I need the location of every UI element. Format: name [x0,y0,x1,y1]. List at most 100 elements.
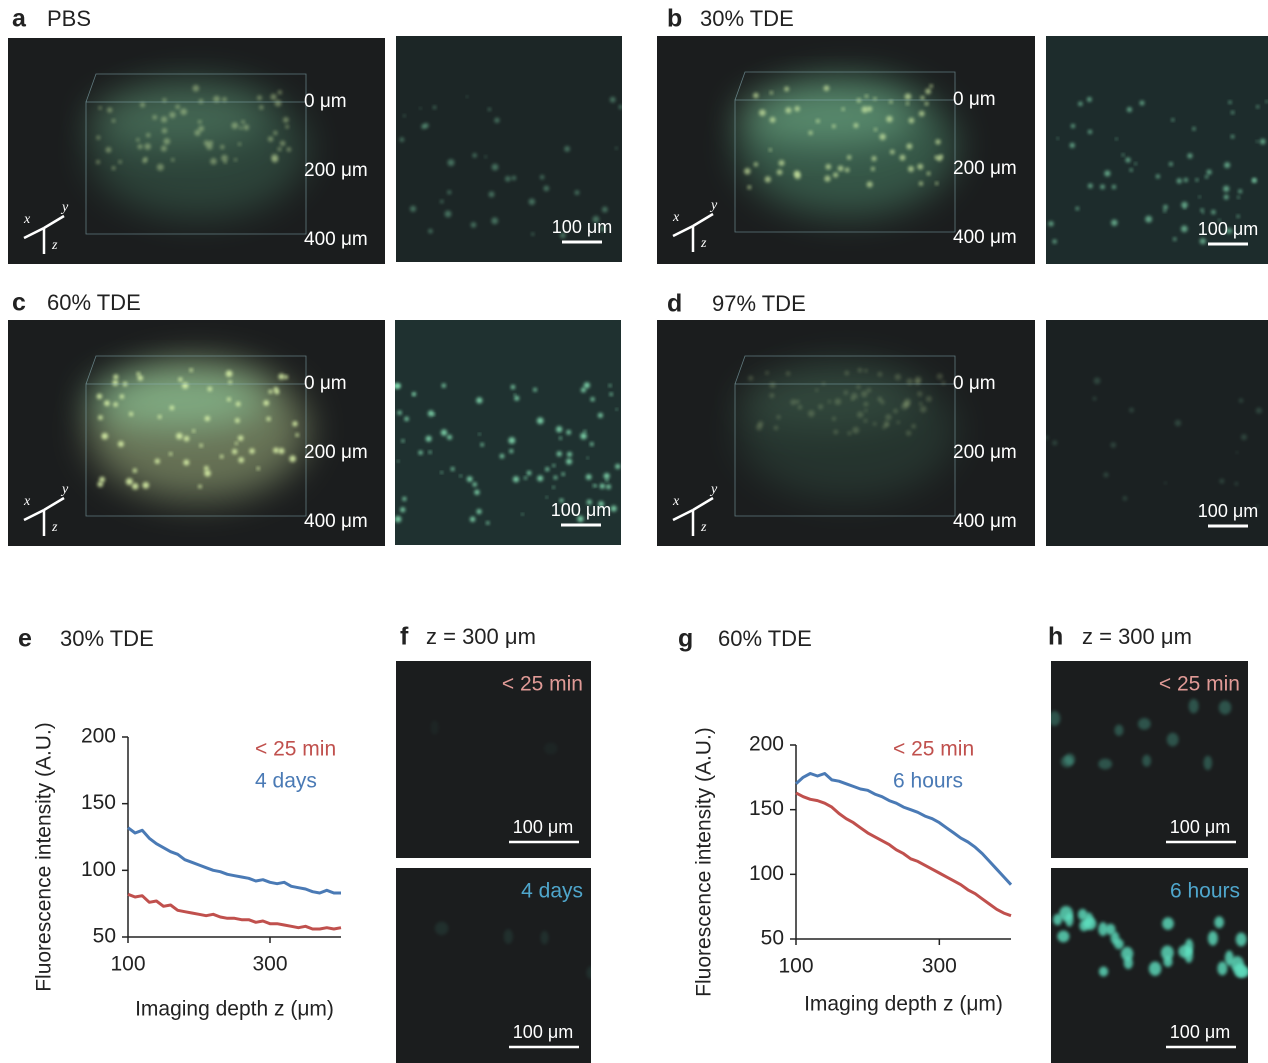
cell [860,390,868,398]
cell [785,107,792,114]
slice-tint [395,320,621,545]
cell [111,118,116,123]
cell [278,448,285,454]
cell [235,401,241,407]
cell [152,114,158,120]
cell [1171,118,1175,122]
cell [615,147,618,150]
cell [1048,221,1054,227]
axis-arrow [672,508,694,522]
cell [778,160,785,167]
cell [1142,754,1152,767]
cell [544,742,558,755]
cell [1164,481,1167,485]
cell [918,110,925,117]
cell [268,389,273,394]
cell [234,418,240,423]
cell [282,116,289,123]
cell [824,175,831,182]
cell [1160,945,1174,961]
cell [154,458,160,464]
cell [1223,194,1229,200]
scale-bar-label: 100 μm [513,1022,573,1042]
cell [131,483,139,490]
cell [1200,208,1204,212]
y-axis-label: Fluorescence intensity (A.U.) [693,727,716,997]
cell [531,232,535,236]
cell [879,133,886,141]
cell [1214,916,1225,929]
cell [1053,913,1063,926]
cell [183,435,190,442]
cell [537,475,544,482]
cell [1217,961,1228,976]
image-bg [396,36,622,262]
axis-name: y [709,198,718,213]
cell [1237,195,1240,199]
cell [566,458,573,465]
cell [1238,398,1244,403]
cell [1251,177,1257,184]
cell [925,395,932,402]
cell [564,146,570,152]
cell [267,136,274,142]
cell [270,93,277,101]
cell [117,441,124,448]
cell [1183,206,1186,209]
cell [1129,407,1134,413]
cell [920,95,925,100]
cell [744,168,751,175]
axis-name: z [700,236,707,251]
cell [1123,956,1133,970]
cell [747,185,752,190]
cell [160,145,167,152]
cell [1188,698,1199,714]
cell [209,140,214,145]
cell [273,447,279,454]
cell [409,205,417,212]
cell [866,106,873,112]
axis-arrow [672,224,694,238]
cell [395,515,402,523]
series-line [127,826,341,895]
cell [105,146,112,153]
panel-label: g [678,625,693,653]
signal-glow [737,86,917,146]
cell [101,432,109,440]
cell [618,104,622,110]
cell [586,456,589,459]
cell [914,376,922,384]
cell [1224,950,1234,966]
scale-bar-label: 100 μm [1198,501,1258,521]
cell [249,448,255,454]
cell [873,97,877,101]
axis-name: y [709,482,718,497]
cell [606,484,611,490]
slice-image: 100 μm [396,36,622,262]
cell [592,484,596,488]
depth-label: 400 μm [304,511,368,532]
cell [599,483,605,489]
cell [428,450,432,454]
cell [863,401,869,407]
cell [1145,215,1153,223]
cell [441,383,446,388]
cell [514,395,520,401]
cell [935,181,939,186]
depth-label: 0 μm [953,89,996,110]
cell [95,159,101,165]
image-bg [396,661,591,858]
axis-name: z [51,238,58,253]
cell [180,108,188,116]
axis-name: z [51,520,58,535]
cell [421,124,427,130]
cell [526,470,532,476]
cell [434,921,449,936]
x-axis-label: Imaging depth z (μm) [135,998,334,1021]
cell [1240,434,1247,441]
axis-name: z [700,520,707,535]
cell [1235,932,1247,947]
cell [907,165,914,172]
cell [1183,177,1188,183]
